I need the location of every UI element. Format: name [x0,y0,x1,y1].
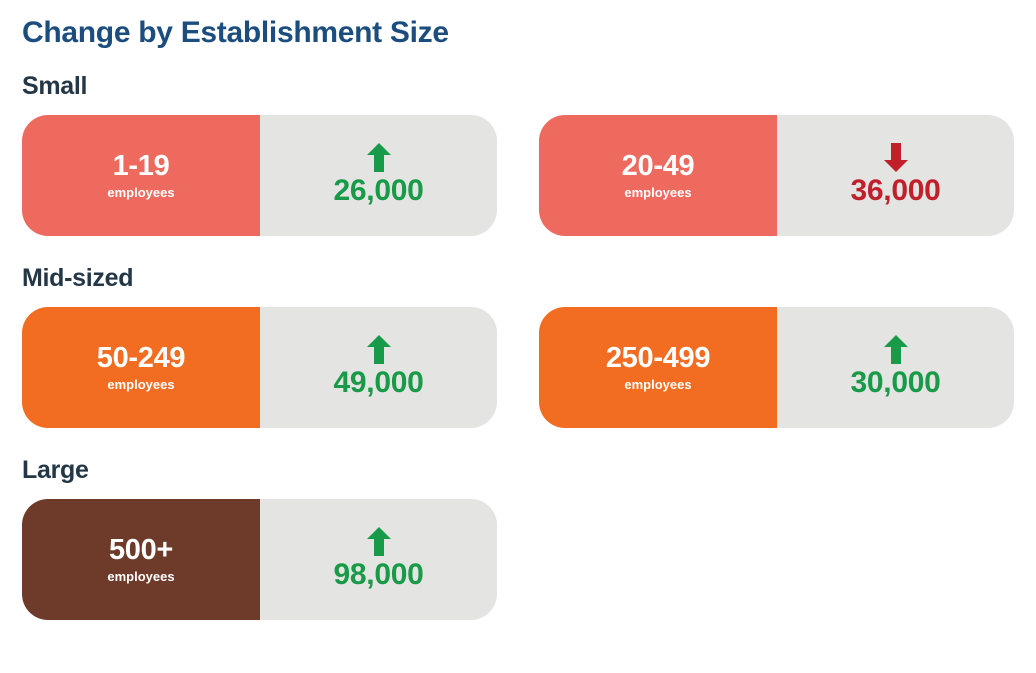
change-panel: 36,000 [777,115,1014,236]
size-unit: employees [624,184,692,200]
change-value: 26,000 [333,174,424,207]
change-value: 49,000 [333,366,424,399]
size-unit: employees [107,568,175,584]
size-label-panel: 20-49 employees [539,115,777,236]
card-row: 1-19 employees 26,000 20-49 employees [22,115,1014,236]
change-value: 36,000 [850,174,941,207]
change-value: 30,000 [850,366,941,399]
up-arrow-icon [366,143,391,172]
section-label-small: Small [22,72,88,100]
card-row: 500+ employees 98,000 [22,499,1014,620]
section-label-mid-sized: Mid-sized [22,264,134,292]
infographic: Change by Establishment Size Small 1-19 … [22,16,1014,620]
down-arrow-icon [883,143,908,172]
size-range: 500+ [108,534,174,567]
size-range: 20-49 [621,150,695,183]
stat-card-250-499: 250-499 employees 30,000 [539,307,1014,428]
stat-card-50-249: 50-249 employees 49,000 [22,307,497,428]
up-arrow-icon [883,335,908,364]
change-panel: 98,000 [260,499,497,620]
size-range: 250-499 [605,342,711,375]
card-row: 50-249 employees 49,000 250-499 employee… [22,307,1014,428]
section-mid-sized: Mid-sized 50-249 employees 49,000 250-49… [22,264,1014,428]
size-unit: employees [624,376,692,392]
up-arrow-icon [366,527,391,556]
size-unit: employees [107,376,175,392]
section-small: Small 1-19 employees 26,000 20-49 employ… [22,72,1014,236]
size-label-panel: 1-19 employees [22,115,260,236]
section-large: Large 500+ employees 98,000 [22,456,1014,620]
stat-card-20-49: 20-49 employees 36,000 [539,115,1014,236]
change-panel: 26,000 [260,115,497,236]
size-label-panel: 250-499 employees [539,307,777,428]
change-panel: 30,000 [777,307,1014,428]
size-range: 50-249 [96,342,186,375]
section-label-large: Large [22,456,89,484]
size-range: 1-19 [112,150,170,183]
change-value: 98,000 [333,558,424,591]
up-arrow-icon [366,335,391,364]
size-unit: employees [107,184,175,200]
size-label-panel: 500+ employees [22,499,260,620]
change-panel: 49,000 [260,307,497,428]
stat-card-1-19: 1-19 employees 26,000 [22,115,497,236]
stat-card-500-plus: 500+ employees 98,000 [22,499,497,620]
page-title: Change by Establishment Size [22,16,449,49]
size-label-panel: 50-249 employees [22,307,260,428]
